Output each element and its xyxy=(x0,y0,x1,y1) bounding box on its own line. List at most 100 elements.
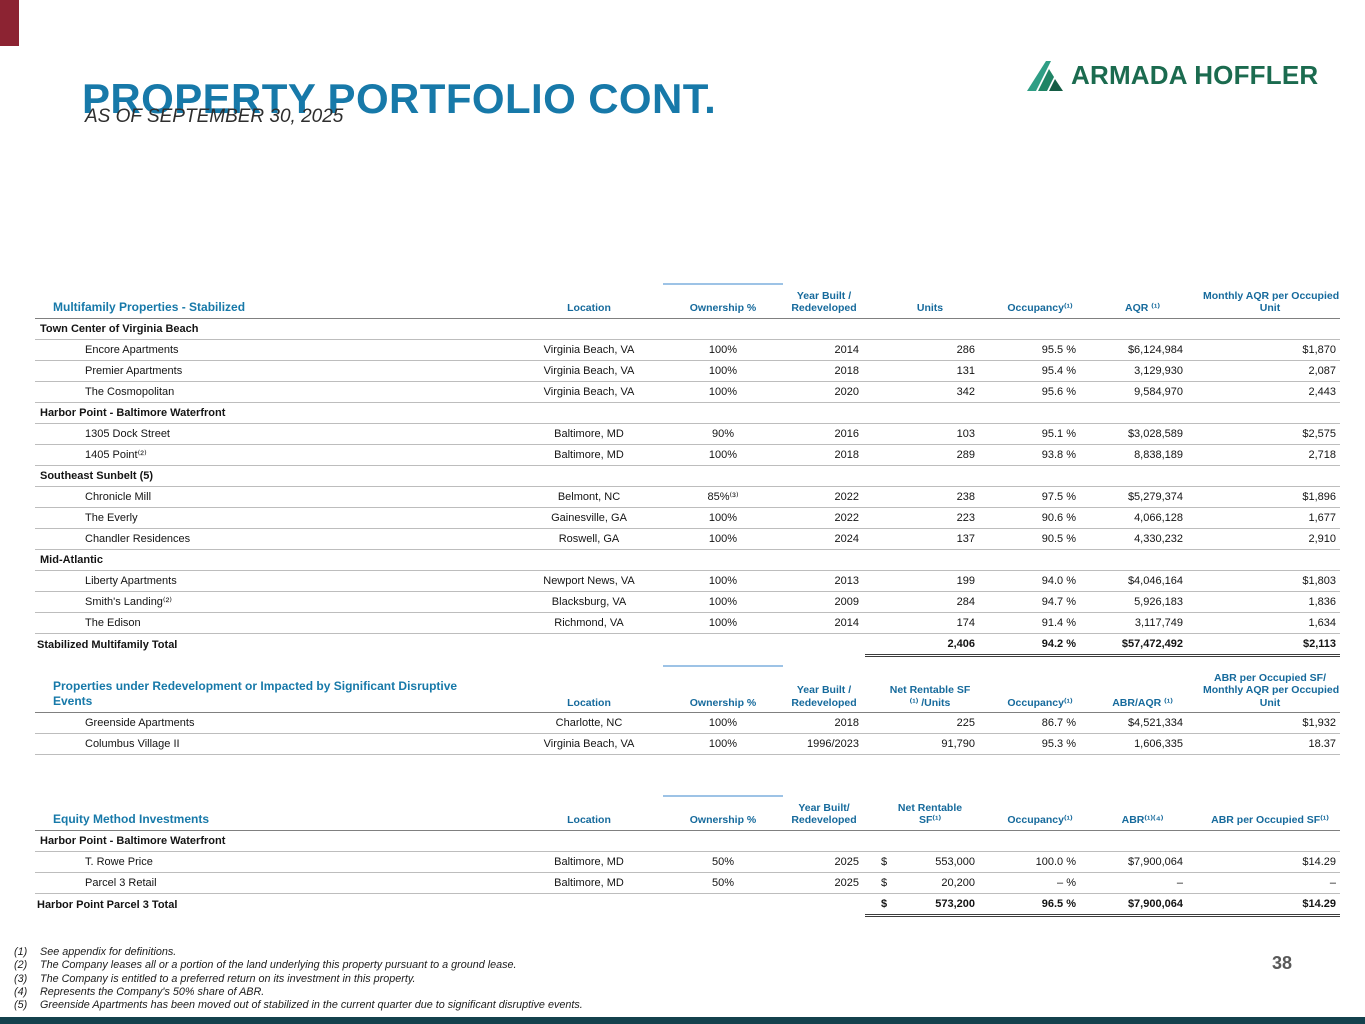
table-row: The Cosmopolitan Virginia Beach, VA 100% 20… xyxy=(35,381,1340,403)
column-header: Net Rentable SF⁽¹⁾ xyxy=(865,796,995,831)
table-cell: 2009 xyxy=(783,591,865,613)
table-cell: 94.2 % xyxy=(995,633,1085,657)
column-header: ABR/AQR ⁽¹⁾ xyxy=(1085,666,1200,714)
table-cell: 131 xyxy=(865,360,995,382)
table-cell: 2018 xyxy=(783,444,865,466)
table-equity-method: Equity Method Investments Location Ownersh… xyxy=(35,794,1340,917)
column-header: Location xyxy=(515,666,663,714)
table-cell: Newport News, VA xyxy=(515,570,663,592)
armada-hoffler-logo: ARMADA HOFFLER xyxy=(1027,60,1318,91)
table-cell: 4,330,232 xyxy=(1085,528,1200,550)
page-title: PROPERTY PORTFOLIO CONT. xyxy=(82,75,717,123)
table-cell: 50% xyxy=(663,872,783,894)
table-cell: 2018 xyxy=(783,712,865,735)
row-label: Smith's Landing⁽²⁾ xyxy=(35,591,515,613)
cell-value: 20,200 xyxy=(941,876,975,889)
table-cell: 95.5 % xyxy=(995,339,1085,361)
table-title: Equity Method Investments xyxy=(35,796,515,831)
footnote-text: The Company leases all or a portion of t… xyxy=(40,959,517,972)
table-cell: 103 xyxy=(865,423,995,445)
section-label: Southeast Sunbelt (5) xyxy=(35,465,1340,487)
table-cell: Baltimore, MD xyxy=(515,444,663,466)
table-title: Properties under Redevelopment or Impact… xyxy=(35,666,515,714)
table-row: Greenside Apartments Charlotte, NC 100% 201… xyxy=(35,712,1340,735)
column-header: AQR ⁽¹⁾ xyxy=(1085,284,1200,319)
table-cell: 90% xyxy=(663,423,783,445)
table-cell: 2024 xyxy=(783,528,865,550)
table-cell: $20,200 xyxy=(865,872,995,894)
row-label: The Cosmopolitan xyxy=(35,381,515,403)
table-cell: 2022 xyxy=(783,507,865,529)
table-cell: Baltimore, MD xyxy=(515,872,663,894)
table-cell: 85%⁽³⁾ xyxy=(663,486,783,508)
table-cell: 100% xyxy=(663,507,783,529)
table-cell: 95.3 % xyxy=(995,733,1085,756)
table-cell: Charlotte, NC xyxy=(515,712,663,735)
table-cell xyxy=(515,893,663,915)
table-row: Parcel 3 Retail Baltimore, MD 50% 2025 $20,2… xyxy=(35,872,1340,894)
footnote-text: The Company is entitled to a preferred r… xyxy=(40,972,416,985)
table-cell: $573,200 xyxy=(865,893,995,917)
table-cell: 100% xyxy=(663,712,783,735)
footnote: (5) Greenside Apartments has been moved o… xyxy=(14,999,583,1012)
table-row: 1405 Point⁽²⁾ Baltimore, MD 100% 2018 289 93.… xyxy=(35,444,1340,466)
table-cell: Blacksburg, VA xyxy=(515,591,663,613)
table-row: Mid-Atlantic xyxy=(35,549,1340,571)
row-label: Columbus Village II xyxy=(35,733,515,756)
table-cell: 18.37 xyxy=(1200,733,1340,756)
table-cell: 93.8 % xyxy=(995,444,1085,466)
table-cell: 50% xyxy=(663,851,783,873)
table-cell: 1,634 xyxy=(1200,612,1340,634)
table-cell: 342 xyxy=(865,381,995,403)
table-cell: 100% xyxy=(663,733,783,756)
cell-value: 553,000 xyxy=(935,855,975,868)
table-cell: 96.5 % xyxy=(995,893,1085,917)
table-cell: $4,521,334 xyxy=(1085,712,1200,735)
table-cell: 8,838,189 xyxy=(1085,444,1200,466)
table-cell: Virginia Beach, VA xyxy=(515,733,663,756)
header-row: Multifamily Properties - Stabilized Locat… xyxy=(35,282,1340,319)
table-cell: 2014 xyxy=(783,612,865,634)
table-row: Harbor Point - Baltimore Waterfront xyxy=(35,830,1340,852)
table-cell: 1,836 xyxy=(1200,591,1340,613)
table-cell: $3,028,589 xyxy=(1085,423,1200,445)
table-cell: $2,113 xyxy=(1200,633,1340,657)
table-cell: 2020 xyxy=(783,381,865,403)
table-cell: Belmont, NC xyxy=(515,486,663,508)
table-cell: 100% xyxy=(663,444,783,466)
table-row: Harbor Point - Baltimore Waterfront xyxy=(35,402,1340,424)
armada-hoffler-logo-icon xyxy=(1027,60,1063,91)
column-header: Units xyxy=(865,284,995,319)
column-header: Location xyxy=(515,796,663,831)
table-cell: Virginia Beach, VA xyxy=(515,381,663,403)
column-header: ABR per Occupied SF/ Monthly AQR per Occ… xyxy=(1200,666,1340,714)
table-row: The Edison Richmond, VA 100% 2014 174 91.4 % 3… xyxy=(35,612,1340,634)
section-label: Mid-Atlantic xyxy=(35,549,1340,571)
table-cell: $7,900,064 xyxy=(1085,851,1200,873)
table-cell: Richmond, VA xyxy=(515,612,663,634)
table-cell xyxy=(663,633,783,655)
row-label: T. Rowe Price xyxy=(35,851,515,873)
footnotes: (1) See appendix for definitions. (2) The C… xyxy=(14,946,583,1012)
page-subtitle: AS OF SEPTEMBER 30, 2025 xyxy=(85,106,344,127)
cell-value: 573,200 xyxy=(935,897,975,910)
table-row: Smith's Landing⁽²⁾ Blacksburg, VA 100% 2009… xyxy=(35,591,1340,613)
table-cell: 91,790 xyxy=(865,733,995,756)
column-header: Year Built / Redeveloped xyxy=(783,284,865,319)
column-header: Ownership % xyxy=(663,794,783,831)
table-cell: Baltimore, MD xyxy=(515,423,663,445)
table-cell xyxy=(783,893,865,915)
table-row: T. Rowe Price Baltimore, MD 50% 2025 $553,00… xyxy=(35,851,1340,873)
column-header: Ownership % xyxy=(663,282,783,319)
table-cell: Virginia Beach, VA xyxy=(515,360,663,382)
table-cell: $1,896 xyxy=(1200,486,1340,508)
table-cell: 174 xyxy=(865,612,995,634)
footnote-number: (5) xyxy=(14,999,28,1012)
footer-bar xyxy=(0,1017,1365,1024)
table-cell: 225 xyxy=(865,712,995,735)
table-cell: Roswell, GA xyxy=(515,528,663,550)
table-cell: 2,718 xyxy=(1200,444,1340,466)
table-cell: 100% xyxy=(663,381,783,403)
table-redevelopment: Properties under Redevelopment or Impact… xyxy=(35,665,1340,756)
